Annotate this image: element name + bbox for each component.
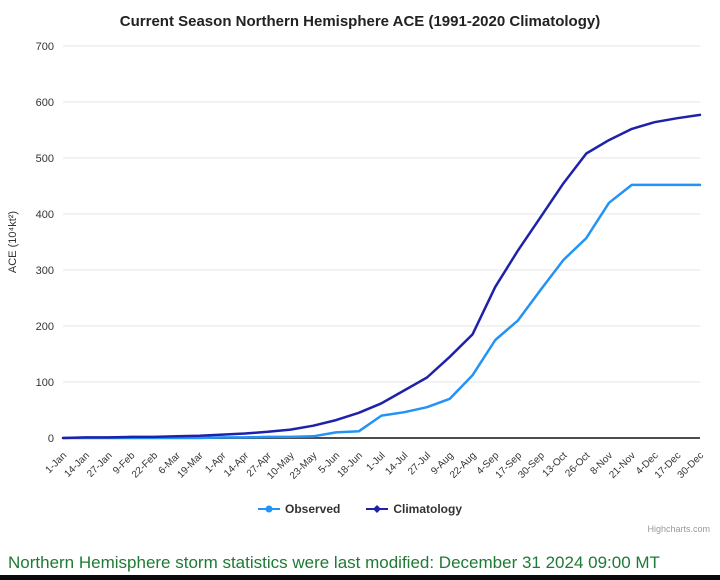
y-axis-tick-label: 700 — [36, 41, 54, 53]
last-modified-status-text: Northern Hemisphere storm statistics wer… — [8, 553, 660, 572]
y-axis-tick-label: 600 — [36, 97, 54, 109]
bottom-edge-bar — [0, 575, 720, 580]
legend-item-observed[interactable]: Observed — [257, 502, 341, 516]
x-axis-tick-label: 18-Jun — [335, 450, 364, 479]
y-axis-tick-label: 0 — [48, 433, 54, 445]
legend-label: Observed — [284, 502, 341, 516]
x-axis-tick-label: 30-Sep — [516, 450, 547, 481]
chart-title: Current Season Northern Hemisphere ACE (… — [119, 13, 601, 30]
chart-legend: Observed Climatology — [0, 500, 720, 518]
x-axis-tick-label: 27-Jul — [406, 450, 433, 477]
x-axis-tick-label: 22-Feb — [130, 450, 160, 480]
chart-plot-area: 01002003004005006007001-Jan14-Jan27-Jan9… — [7, 41, 706, 482]
observed-series-line[interactable] — [61, 183, 702, 440]
legend-marker-circle-icon — [257, 505, 280, 513]
legend-marker-diamond-icon — [366, 505, 389, 513]
y-axis-tick-label: 200 — [36, 321, 54, 333]
x-axis-tick-label: 27-Jan — [85, 450, 114, 479]
legend-item-climatology[interactable]: Climatology — [366, 502, 462, 516]
y-axis-tick-label: 100 — [36, 377, 54, 389]
legend-label: Climatology — [393, 502, 463, 516]
highcharts-credits-link[interactable]: Highcharts.com — [647, 524, 710, 534]
x-axis-tick-label: 19-Mar — [175, 450, 206, 481]
y-axis-tick-label: 500 — [36, 153, 54, 165]
x-axis-tick-label: 26-Oct — [563, 450, 592, 479]
y-axis-tick-label: 400 — [36, 209, 54, 221]
y-axis-title: ACE (10⁴kt²) — [7, 211, 19, 273]
climatology-series-line[interactable] — [61, 113, 702, 440]
y-axis-tick-label: 300 — [36, 265, 54, 277]
x-axis-tick-label: 14-Jul — [383, 450, 410, 477]
